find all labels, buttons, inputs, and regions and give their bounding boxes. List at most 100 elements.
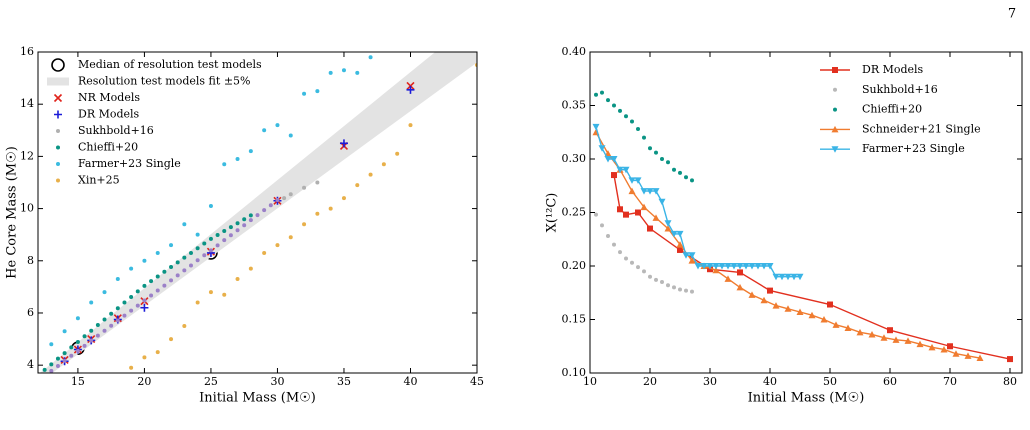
marker — [618, 108, 622, 113]
marker — [228, 233, 233, 238]
marker — [635, 209, 641, 216]
marker — [952, 350, 960, 357]
marker — [222, 229, 227, 234]
y-axis-label: X(¹²C) — [545, 193, 560, 233]
marker — [1007, 356, 1013, 363]
marker — [730, 263, 738, 270]
x-tick-label: 30 — [703, 375, 717, 388]
marker — [56, 178, 60, 183]
marker — [684, 288, 688, 293]
marker — [222, 162, 227, 167]
marker — [672, 285, 676, 290]
marker — [222, 238, 227, 243]
legend-label: Sukhbold+16 — [78, 124, 154, 137]
legend-label: Sukhbold+16 — [862, 83, 938, 96]
marker — [49, 362, 54, 367]
marker — [302, 222, 307, 227]
x-tick-label: 20 — [137, 375, 151, 388]
marker — [628, 177, 636, 184]
marker — [694, 263, 702, 270]
marker — [54, 110, 62, 119]
marker — [51, 58, 65, 72]
y-axis-label: He Core Mass (M☉) — [5, 146, 20, 279]
y-tick-label: 14 — [20, 97, 34, 110]
marker — [275, 197, 280, 202]
marker — [642, 269, 646, 274]
marker — [648, 274, 652, 279]
marker — [62, 358, 67, 363]
marker — [784, 305, 792, 312]
marker — [302, 91, 307, 96]
marker — [688, 252, 696, 259]
x-tick-label: 60 — [883, 375, 897, 388]
y-tick-label: 0.20 — [562, 259, 587, 272]
marker — [604, 156, 612, 163]
page-number: 7 — [1008, 7, 1016, 22]
marker — [724, 275, 732, 282]
marker — [268, 203, 273, 208]
axes-frame — [37, 51, 478, 374]
marker — [666, 160, 670, 165]
marker — [772, 302, 780, 309]
legend-label: Median of resolution test models — [78, 58, 262, 71]
marker — [182, 222, 187, 227]
marker — [630, 260, 634, 265]
marker — [724, 263, 732, 270]
marker — [868, 330, 876, 338]
marker — [169, 243, 174, 248]
marker — [767, 287, 773, 294]
marker — [612, 103, 616, 108]
series-line — [595, 131, 981, 359]
marker — [36, 374, 40, 378]
y-tick-label: 0.35 — [562, 99, 587, 112]
marker — [916, 340, 924, 348]
x-axis-label: Initial Mass (M☉) — [199, 391, 316, 406]
marker — [832, 321, 840, 328]
marker — [129, 365, 134, 370]
marker — [406, 85, 415, 94]
marker — [248, 218, 253, 223]
marker — [82, 343, 87, 348]
x-tick-label: 70 — [943, 375, 957, 388]
marker — [778, 273, 786, 281]
legend-label: Xin+25 — [78, 174, 120, 187]
marker — [262, 128, 267, 133]
marker — [202, 241, 207, 246]
marker — [89, 328, 94, 333]
marker — [53, 93, 63, 103]
y-tick-label: 0.30 — [562, 152, 587, 165]
marker — [302, 185, 307, 190]
series-line — [595, 126, 800, 278]
marker — [288, 133, 293, 138]
marker — [62, 351, 67, 356]
marker — [677, 246, 683, 253]
marker — [69, 345, 74, 350]
marker — [947, 343, 953, 350]
marker — [648, 146, 652, 151]
x-tick-label: 10 — [583, 375, 597, 388]
marker — [736, 283, 744, 291]
marker — [122, 313, 127, 318]
legend-label: Resolution test models fit ±5% — [78, 75, 250, 88]
marker — [202, 253, 207, 258]
x-tick-label: 30 — [270, 375, 284, 388]
marker — [636, 127, 640, 132]
marker — [155, 274, 160, 279]
marker — [964, 352, 972, 359]
marker — [149, 293, 154, 298]
legend-label: DR Models — [78, 108, 140, 121]
marker — [737, 269, 743, 276]
marker — [634, 177, 642, 184]
marker — [654, 150, 658, 155]
marker — [748, 291, 756, 298]
legend-label: Schneider+21 Single — [862, 122, 981, 135]
marker — [796, 273, 804, 281]
marker — [623, 211, 629, 218]
x-axis-label: Initial Mass (M☉) — [748, 391, 865, 406]
marker — [55, 356, 60, 361]
marker — [592, 123, 600, 131]
marker — [155, 350, 160, 355]
marker — [381, 162, 386, 167]
marker — [155, 250, 160, 255]
legend-label: DR Models — [862, 63, 924, 76]
